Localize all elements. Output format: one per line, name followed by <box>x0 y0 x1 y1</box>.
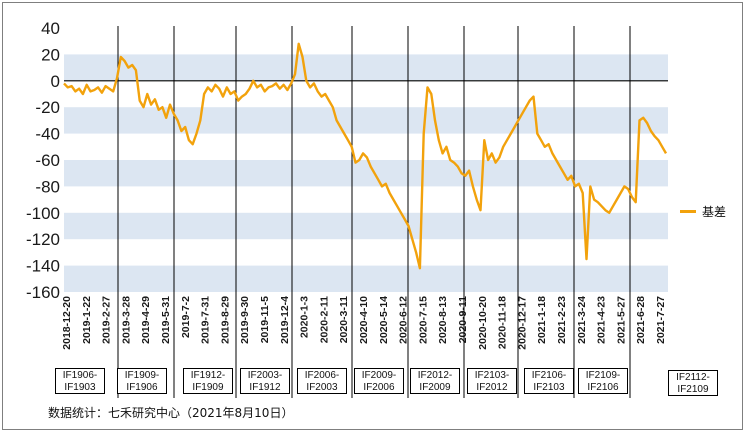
x-tick-label: 2021-5-27 <box>615 296 627 344</box>
contract-box: IF2003- IF1912 <box>240 368 290 394</box>
contract-box-line1: IF2012- <box>417 370 453 381</box>
contract-box: IF1909- IF1906 <box>117 368 167 394</box>
contract-box-line1: IF1909- <box>124 370 160 381</box>
x-tick-label: 2020-5-14 <box>378 296 390 344</box>
x-tick-label: 2020-7-15 <box>417 296 429 344</box>
source-note: 数据统计：七禾研究中心（2021年8月10日） <box>48 406 294 420</box>
x-tick-label: 2019-11-5 <box>259 296 271 343</box>
contract-box-line2: IF2012 <box>476 381 508 393</box>
grid-band <box>64 54 668 81</box>
contract-box: IF2109- IF2106 <box>578 368 628 394</box>
x-tick-label: 2020-11-18 <box>497 296 509 349</box>
y-tick-label: 0 <box>51 72 60 91</box>
x-tick-label: 2020-12-17 <box>516 296 528 350</box>
contract-box-line2: IF1912 <box>249 381 281 393</box>
y-tick-label: 40 <box>41 19 60 38</box>
x-tick-label: 2019-9-30 <box>239 296 251 344</box>
y-tick-label: -80 <box>35 177 60 196</box>
contract-box-line1: IF2106- <box>531 370 567 381</box>
y-tick-label: -20 <box>35 98 60 117</box>
contract-box-line2: IF2003 <box>306 381 338 393</box>
x-tick-label: 2021-4-23 <box>596 296 608 344</box>
contract-box: IF2106- IF2103 <box>524 368 574 394</box>
y-tick-label: -120 <box>26 230 60 249</box>
x-tick-label: 2019-3-28 <box>120 296 132 344</box>
x-tick-label: 2019-7-2 <box>180 296 192 338</box>
x-tick-label: 2020-9-11 <box>457 296 469 343</box>
x-tick-label: 2020-6-12 <box>398 296 410 344</box>
contract-box: IF1906- IF1903 <box>55 368 105 394</box>
x-tick-label: 2019-5-31 <box>160 296 172 344</box>
contract-box: IF2006- IF2003 <box>297 368 347 394</box>
x-tick-label: 2019-8-29 <box>219 296 231 344</box>
contract-box-line2: IF1903 <box>64 381 96 393</box>
legend: 基差 <box>680 203 726 220</box>
contract-box-line2: IF2009 <box>419 381 451 393</box>
contract-box-line2: IF1909 <box>192 381 224 393</box>
contract-box-line2: IF2103 <box>533 381 565 393</box>
contract-box: IF1912- IF1909 <box>183 368 233 394</box>
x-tick-label: 2019-7-31 <box>200 296 212 344</box>
contract-box-line1: IF2006- <box>304 370 340 381</box>
contract-box-line1: IF2109- <box>585 370 621 381</box>
contract-box-line1: IF2003- <box>247 370 283 381</box>
contract-box-line2: IF2109 <box>677 383 709 395</box>
contract-box: IF2103- IF2012 <box>467 368 517 394</box>
contract-box: IF2009- IF2006 <box>354 368 404 394</box>
contract-box: IF2012- IF2009 <box>410 368 460 394</box>
y-tick-label: -60 <box>35 151 60 170</box>
x-tick-label: 2021-1-18 <box>536 296 548 344</box>
contract-box-line2: IF2006 <box>363 381 395 393</box>
x-tick-label: 2019-4-29 <box>140 296 152 344</box>
grid-band <box>64 107 668 134</box>
y-tick-label: -40 <box>35 125 60 144</box>
contract-box-line1: IF2103- <box>474 370 510 381</box>
y-tick-label: -140 <box>26 257 60 276</box>
x-tick-label: 2018-12-20 <box>61 296 73 350</box>
x-tick-label: 2021-7-27 <box>655 296 667 344</box>
x-tick-label: 2019-2-27 <box>101 296 113 344</box>
x-tick-label: 2020-1-3 <box>299 296 311 338</box>
contract-box-line1: IF2009- <box>361 370 397 381</box>
contract-box-line2: IF1906 <box>126 381 158 393</box>
legend-label: 基差 <box>702 205 727 219</box>
contract-box-line1: IF1912- <box>190 370 226 381</box>
grid-band <box>64 265 668 292</box>
series-line <box>63 42 668 270</box>
legend-swatch <box>680 210 696 213</box>
x-tick-label: 2020-2-11 <box>318 296 330 343</box>
x-tick-label: 2019-12-4 <box>279 296 291 344</box>
x-tick-label: 2020-4-10 <box>358 296 370 344</box>
contract-box: IF2112- IF2109 <box>668 370 718 396</box>
x-tick-label: 2020-8-13 <box>437 296 449 344</box>
contract-box-line1: IF1906- <box>62 370 98 381</box>
y-tick-label: -100 <box>26 204 60 223</box>
x-tick-label: 2020-10-20 <box>477 296 489 350</box>
grid-band <box>64 160 668 187</box>
y-tick-label: -160 <box>26 283 60 302</box>
grid-band <box>64 212 668 240</box>
contract-box-line1: IF2112- <box>676 372 710 383</box>
x-tick-label: 2019-1-22 <box>81 296 93 344</box>
contract-box-line2: IF2106 <box>587 381 619 393</box>
x-tick-label: 2021-2-23 <box>556 296 568 344</box>
y-tick-label: 20 <box>41 45 60 64</box>
x-tick-label: 2020-3-11 <box>338 296 350 343</box>
x-tick-label: 2021-6-28 <box>635 296 647 344</box>
x-tick-label: 2021-3-24 <box>576 296 588 344</box>
